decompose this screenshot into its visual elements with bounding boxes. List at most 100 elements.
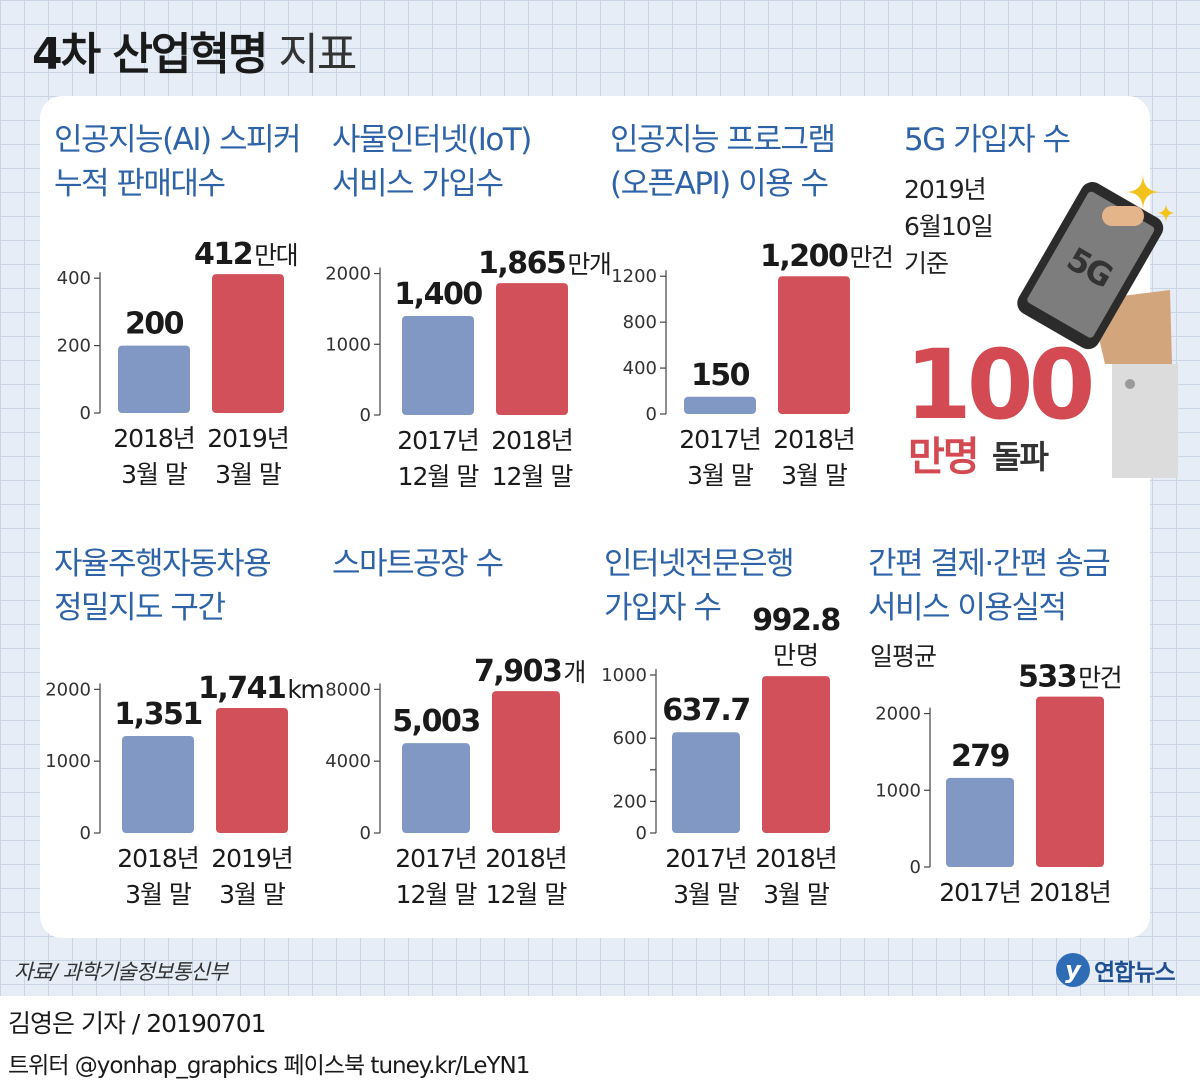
data-label: 1,400	[394, 277, 482, 312]
y-tick-label: 1000	[45, 751, 91, 772]
chart-title: 자율주행자동차용	[54, 546, 270, 582]
sleeve	[1112, 364, 1178, 478]
chart-note: 일평균	[870, 642, 936, 671]
data-label: 200	[125, 307, 184, 342]
reporter-credit: 김영은 기자 / 20190701	[8, 1009, 267, 1038]
data-label: 1,741km	[198, 671, 323, 706]
page-title-main: 4차 산업혁명	[32, 29, 268, 80]
x-tick-label: 2017년	[665, 844, 747, 873]
data-label: 1,865만개	[478, 246, 610, 281]
data-unit: 만대	[254, 241, 297, 270]
y-tick-label: 1000	[601, 665, 647, 686]
cuff-button-icon	[1125, 379, 1135, 389]
chart-title: 정밀지도 구간	[54, 590, 225, 626]
y-tick-label: 0	[80, 823, 91, 844]
y-tick-label: 200	[613, 791, 647, 812]
x-tick-label: 2017년	[397, 426, 479, 455]
yonhap-logo-icon: y	[1056, 953, 1090, 987]
y-tick-label: 0	[636, 823, 647, 844]
highlight-tail: 돌파	[992, 438, 1049, 476]
y-tick-label: 2000	[875, 704, 921, 725]
x-tick-label: 3월 말	[125, 880, 192, 909]
y-tick-label: 600	[613, 728, 647, 749]
chart-3: 인공지능 프로그램 (오픈API) 이용 수 0 400 800 1200 150 2017년…	[610, 122, 894, 490]
yonhap-logo-name: 연합뉴스	[1094, 960, 1176, 986]
x-tick-label: 3월 말	[673, 880, 740, 909]
footer: 김영은 기자 / 20190701 트위터 @yonhap_graphics 페…	[0, 996, 1200, 1084]
bar	[1036, 696, 1104, 867]
bar	[492, 691, 560, 833]
data-label: 1,351	[114, 697, 201, 732]
bar	[684, 396, 756, 414]
x-tick-label: 12월 말	[492, 462, 574, 491]
data-label: 533만건	[1018, 660, 1121, 695]
data-unit: 만건	[849, 243, 892, 272]
y-tick-label: 1000	[875, 780, 921, 801]
bar	[118, 345, 190, 413]
data-unit: 만개	[567, 250, 610, 279]
y-tick-label: 0	[360, 405, 371, 426]
chart-title: (오픈API) 이용 수	[610, 166, 828, 202]
x-tick-label: 2018년	[485, 844, 567, 873]
y-tick-label: 400	[623, 358, 657, 379]
data-label: 992.8	[752, 603, 840, 638]
chart-title: 간편 결제·간편 송금	[868, 546, 1109, 582]
bar	[402, 743, 470, 833]
highlight-value: 100	[905, 329, 1092, 441]
highlight-title: 5G 가입자 수	[904, 122, 1070, 158]
y-tick-label: 400	[57, 268, 91, 289]
x-tick-label: 3월 말	[219, 880, 286, 909]
phone-screen	[1027, 191, 1155, 338]
page-title: 4차 산업혁명 지표	[32, 18, 357, 82]
y-tick-label: 0	[646, 404, 657, 425]
x-tick-label: 2018년	[755, 844, 837, 873]
x-tick-label: 12월 말	[486, 880, 568, 909]
data-label: 7,903개	[474, 654, 585, 689]
x-tick-label: 2018년	[773, 425, 855, 454]
data-label: 412만대	[194, 237, 297, 272]
x-tick-label: 3월 말	[781, 461, 848, 490]
data-label: 1,200만건	[760, 239, 892, 274]
data-label: 279	[951, 739, 1009, 774]
chart-title: 인공지능(AI) 스피커	[54, 122, 300, 158]
chart-title: 사물인터넷(IoT)	[332, 122, 531, 158]
bar	[402, 315, 474, 415]
sparkle-icon	[1156, 203, 1176, 223]
highlight-unit: 만명	[908, 434, 978, 480]
x-tick-label: 2018년	[491, 426, 573, 455]
x-tick-label: 2019년	[211, 844, 293, 873]
social-links: 트위터 @yonhap_graphics 페이스북 tuney.kr/LeYN1	[8, 1053, 530, 1079]
bar	[672, 732, 740, 833]
y-tick-label: 2000	[325, 264, 371, 285]
y-tick-label: 4000	[325, 751, 371, 772]
x-tick-label: 12월 말	[396, 880, 478, 909]
yonhap-logo: y 연합뉴스	[1056, 950, 1176, 990]
data-unit: 만명	[773, 641, 819, 670]
source-credit: 자료/ 과학기술정보통신부	[14, 960, 228, 984]
x-tick-label: 2018년	[1029, 878, 1111, 907]
chart-5: 스마트공장 수 0 4000 8000 5,003 2017년 12월 말 7,903개 201…	[325, 546, 586, 909]
data-unit: 만건	[1078, 664, 1121, 693]
data-unit: km	[287, 675, 323, 704]
highlight-note: 2019년	[904, 175, 986, 204]
x-tick-label: 2017년	[939, 878, 1021, 907]
data-label: 637.7	[662, 693, 749, 728]
data-unit: 개	[563, 658, 585, 687]
bar	[762, 676, 830, 833]
chart-title: 서비스 가입수	[332, 166, 502, 202]
bar	[778, 276, 850, 414]
chart-title: 인공지능 프로그램	[610, 122, 835, 158]
x-tick-label: 3월 말	[215, 460, 282, 489]
y-tick-label: 1200	[611, 266, 657, 287]
y-tick-label: 2000	[45, 679, 91, 700]
x-tick-label: 2017년	[679, 425, 761, 454]
highlight-note: 6월10일	[904, 212, 993, 241]
chart-2: 사물인터넷(IoT) 서비스 가입수 0 1000 2000 1,400 2017년 12월 …	[325, 122, 612, 491]
thumb	[1102, 206, 1144, 226]
x-tick-label: 3월 말	[687, 461, 754, 490]
